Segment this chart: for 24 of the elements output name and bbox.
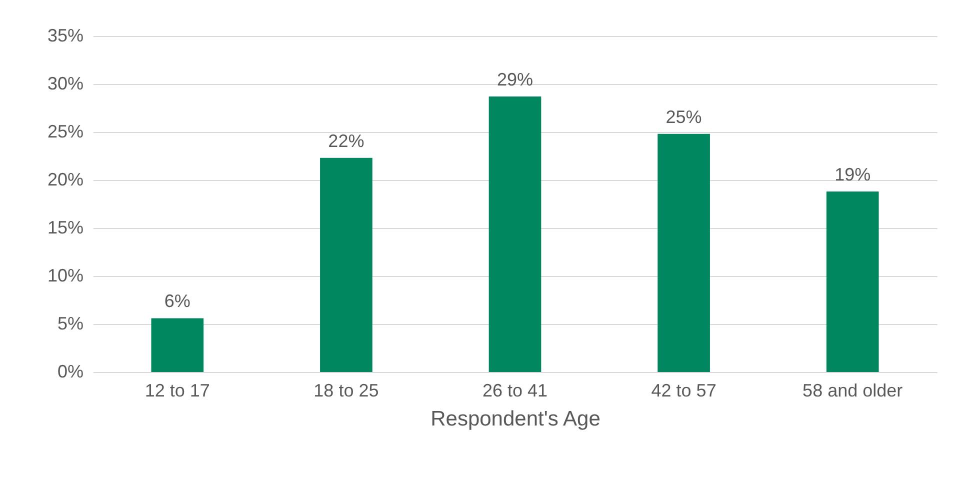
- x-tick-label: 42 to 57: [651, 380, 716, 400]
- y-tick-label: 35%: [47, 26, 84, 46]
- data-label: 22%: [328, 130, 364, 151]
- data-label: 19%: [834, 164, 871, 185]
- y-tick-label: 20%: [47, 170, 84, 190]
- data-label: 29%: [496, 69, 534, 90]
- y-tick-label: 30%: [47, 74, 84, 94]
- bar: [151, 318, 204, 372]
- y-tick-label: 0%: [57, 362, 84, 382]
- data-label: 25%: [666, 106, 702, 127]
- x-axis-title: Respondent's Age: [430, 408, 600, 430]
- bar: [320, 158, 372, 372]
- bar: [488, 96, 542, 372]
- y-tick-label: 5%: [57, 314, 84, 334]
- bar: [826, 192, 879, 372]
- x-tick-label: 18 to 25: [314, 380, 379, 400]
- x-tick-label: 12 to 17: [144, 380, 210, 400]
- bar: [658, 134, 710, 372]
- x-tick-label: 26 to 41: [482, 380, 548, 400]
- y-tick-label: 25%: [47, 122, 84, 142]
- x-tick-label: 58 and older: [802, 380, 903, 400]
- y-tick-label: 10%: [47, 266, 84, 286]
- y-tick-label: 15%: [47, 218, 84, 238]
- data-label: 6%: [164, 291, 190, 312]
